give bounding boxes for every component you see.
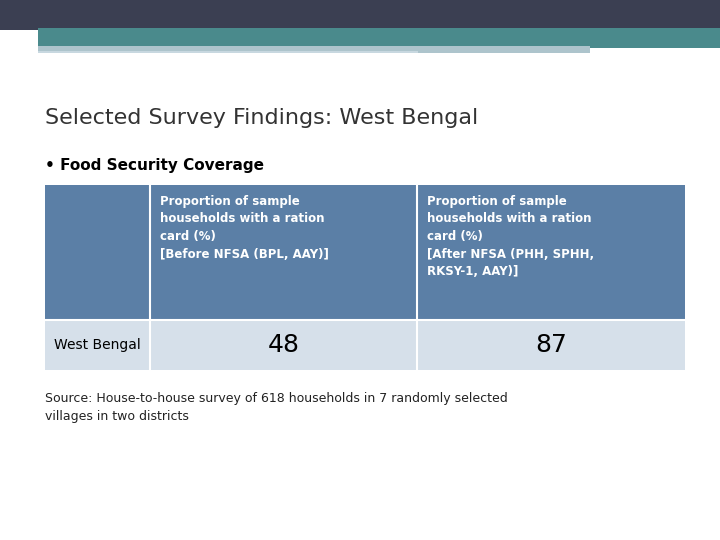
Bar <box>417 320 685 370</box>
Bar <box>0 0 720 30</box>
Bar <box>38 51 418 56</box>
Text: • Food Security Coverage: • Food Security Coverage <box>45 158 264 173</box>
Text: 87: 87 <box>535 333 567 357</box>
Bar <box>0 53 720 63</box>
Text: 48: 48 <box>268 333 300 357</box>
Bar <box>45 185 150 320</box>
Bar <box>150 185 417 320</box>
Text: West Bengal: West Bengal <box>54 338 141 352</box>
Text: Proportion of sample
households with a ration
card (%)
[After NFSA (PHH, SPHH,
R: Proportion of sample households with a r… <box>427 195 594 278</box>
Text: Selected Survey Findings: West Bengal: Selected Survey Findings: West Bengal <box>45 108 478 128</box>
Bar <box>150 320 417 370</box>
Bar <box>45 320 150 370</box>
Text: Source: House-to-house survey of 618 households in 7 randomly selected
villages : Source: House-to-house survey of 618 hou… <box>45 392 508 423</box>
Bar <box>38 46 590 53</box>
Bar <box>38 28 720 48</box>
Bar <box>417 185 685 320</box>
Text: Proportion of sample
households with a ration
card (%)
[Before NFSA (BPL, AAY)]: Proportion of sample households with a r… <box>160 195 329 260</box>
